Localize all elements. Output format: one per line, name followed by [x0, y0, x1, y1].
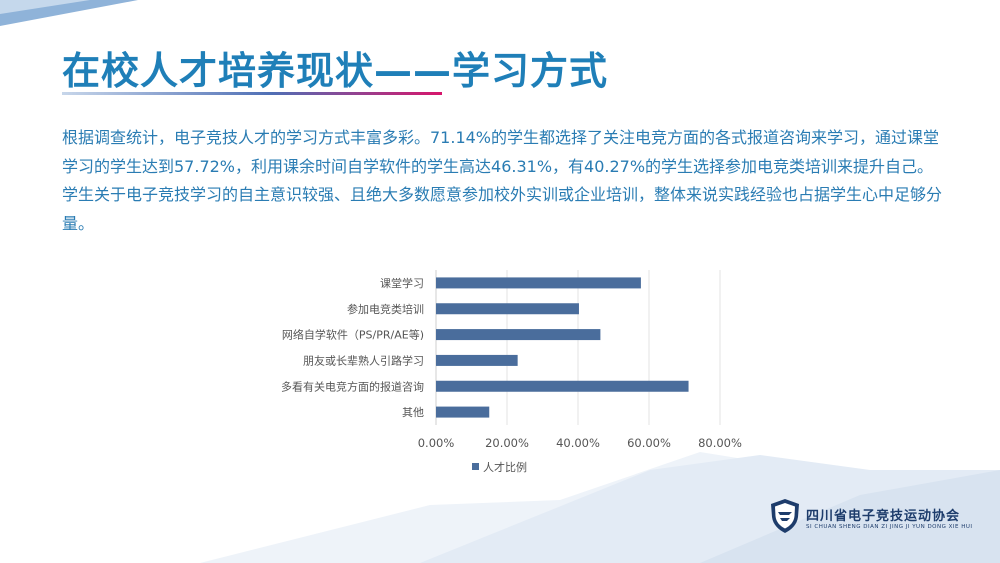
category-label: 课堂学习 — [380, 276, 424, 290]
association-pinyin: SI CHUAN SHENG DIAN ZI JING JI YUN DONG … — [806, 524, 973, 530]
association-name: 四川省电子竞技运动协会 — [806, 509, 961, 524]
bar — [436, 380, 689, 392]
legend-swatch — [472, 463, 479, 470]
x-tick-label: 20.00% — [485, 436, 529, 450]
bar — [436, 406, 490, 418]
category-label: 参加电竞类培训 — [347, 302, 424, 316]
x-tick-label: 60.00% — [627, 436, 671, 450]
summary-paragraph: 根据调查统计，电子竞技人才的学习方式丰富多彩。71.14%的学生都选择了关注电竞… — [62, 128, 943, 233]
bar — [436, 277, 641, 289]
category-label: 其他 — [402, 406, 424, 419]
bar — [436, 329, 601, 341]
category-label: 多看有关电竞方面的报道咨询 — [281, 379, 424, 393]
legend-label: 人才比例 — [483, 460, 527, 474]
x-tick-label: 40.00% — [556, 436, 600, 450]
bar — [436, 303, 579, 315]
x-tick-label: 80.00% — [698, 436, 742, 450]
category-label: 朋友或长辈熟人引路学习 — [303, 353, 424, 367]
title-underline — [62, 92, 442, 95]
association-logo-icon — [771, 499, 799, 533]
corner-decoration — [0, 0, 138, 26]
x-tick-label: 0.00% — [418, 436, 455, 450]
page-title: 在校人才培养现状——学习方式 — [62, 49, 609, 93]
bar — [436, 354, 518, 366]
category-label: 网络自学软件（PS/PR/AE等) — [282, 328, 424, 342]
